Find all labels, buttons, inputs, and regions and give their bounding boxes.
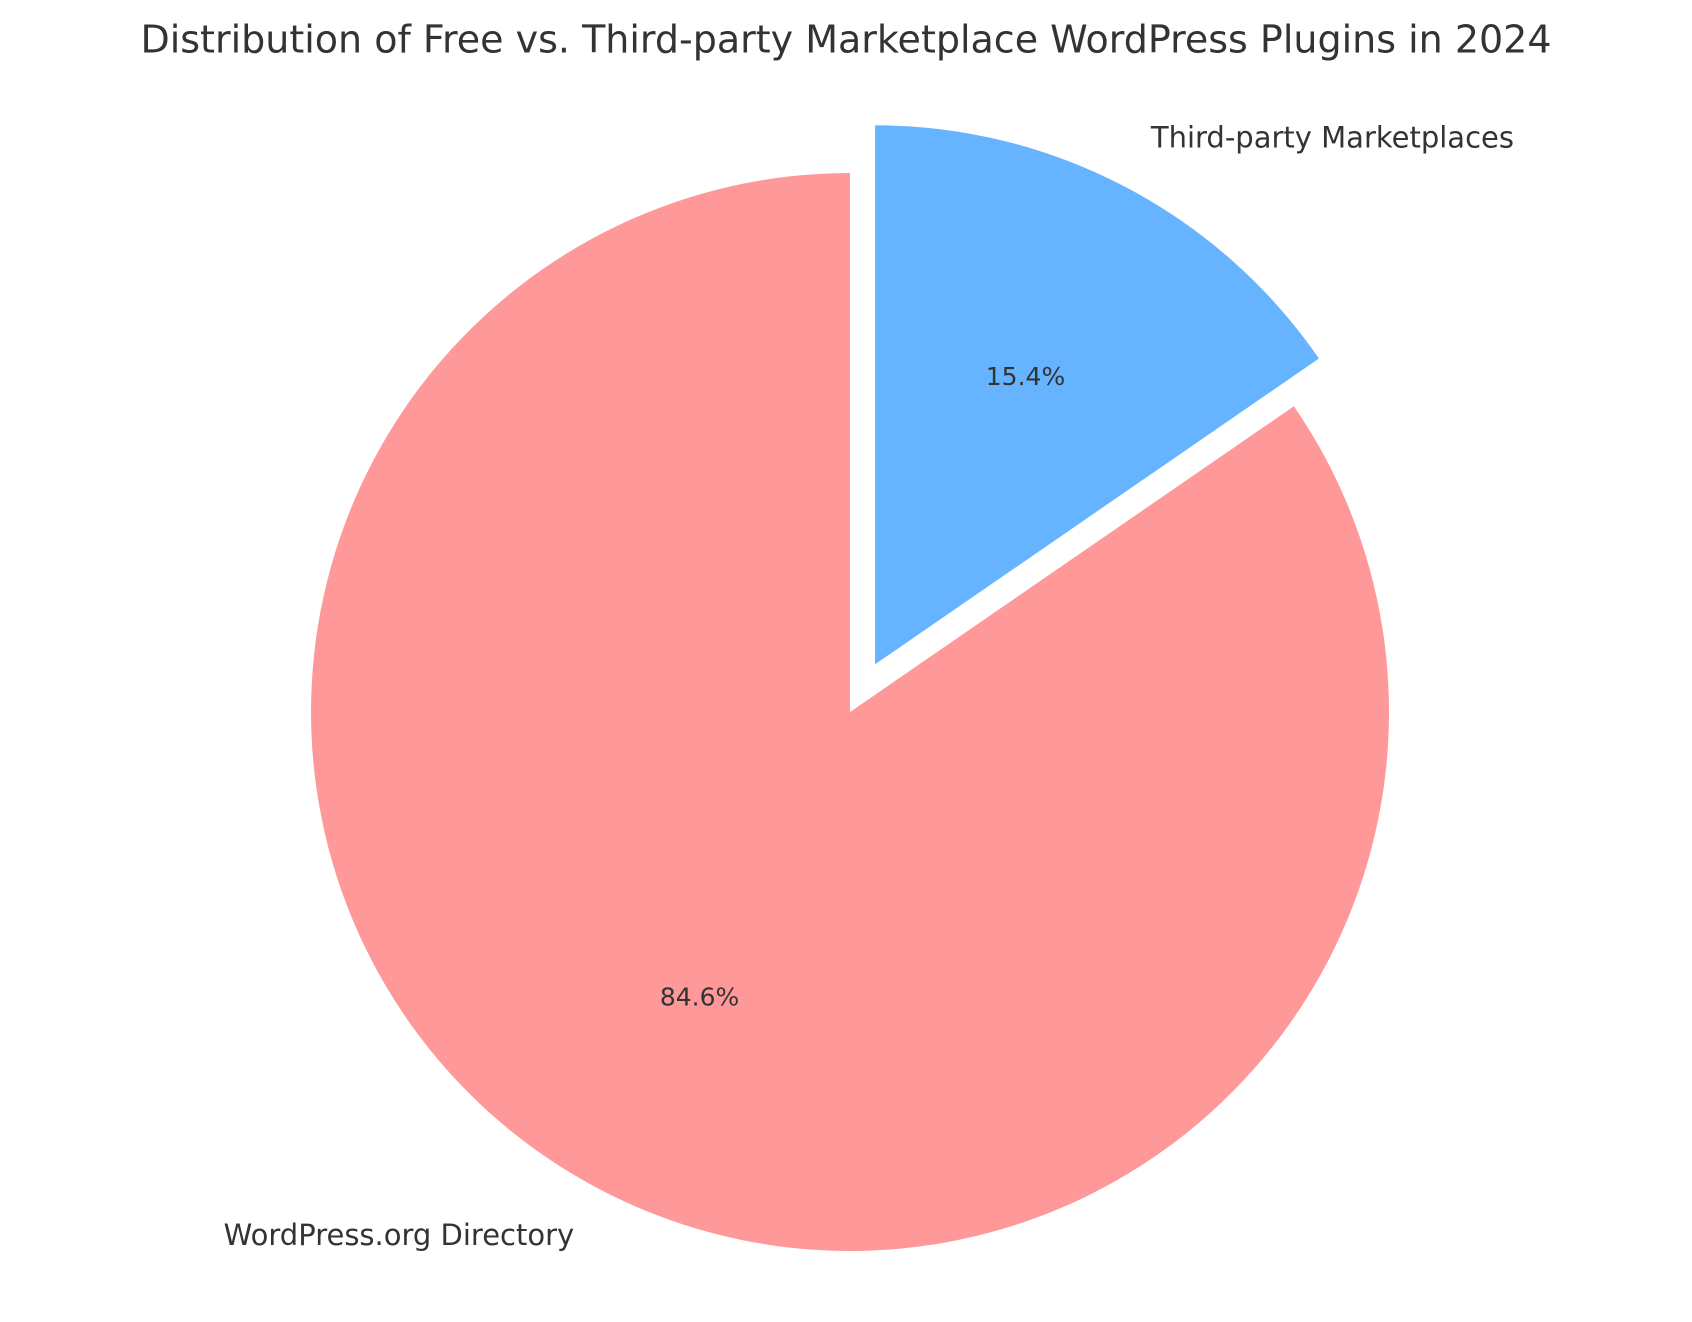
pie-slice: [875, 125, 1319, 665]
pie-slice: [310, 173, 1389, 1252]
value-label: 84.6%: [660, 982, 739, 1011]
chart-title: Distribution of Free vs. Third-party Mar…: [140, 18, 1551, 62]
slice-label: Third-party Marketplaces: [1150, 120, 1514, 154]
value-label: 15.4%: [986, 362, 1065, 391]
slice-label: WordPress.org Directory: [224, 1218, 575, 1252]
